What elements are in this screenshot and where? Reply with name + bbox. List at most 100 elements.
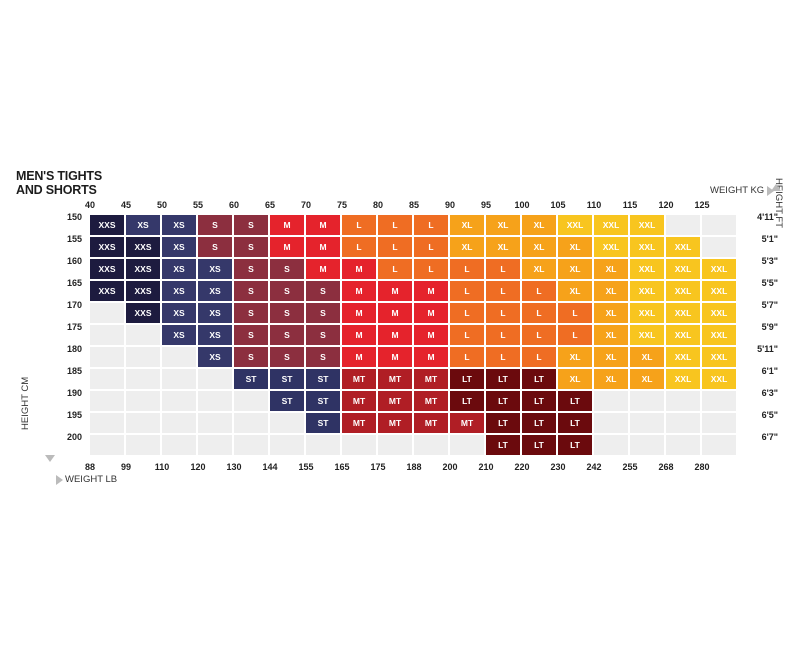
height-cm-tick: 180 [66,344,82,354]
height-ft-tick: 6'3" [761,388,778,398]
size-cell-xl: XL [594,325,628,345]
weight-kg-tick: 125 [694,200,710,210]
size-cell-xl: XL [558,347,592,367]
height-cm-tick: 165 [66,278,82,288]
chart-title-line-2: AND SHORTS [16,183,97,197]
size-cell-xl: XL [558,259,592,279]
size-cell-s: S [306,347,340,367]
size-cell-xxl: XXL [630,281,664,301]
size-cell-lt: LT [522,435,556,455]
size-cell-l: L [522,281,556,301]
size-cell-s: S [270,347,304,367]
size-cell-st: ST [234,369,268,389]
height-cm-tick: 170 [66,300,82,310]
empty-cell [162,369,196,389]
size-cell-s: S [234,259,268,279]
size-cell-m: M [378,325,412,345]
size-cell-m: M [306,215,340,235]
size-cell-s: S [306,325,340,345]
size-cell-xl: XL [522,215,556,235]
size-cell-xxl: XXL [666,281,700,301]
weight-lb-tick: 99 [120,462,131,472]
height-cm-tick: 200 [66,432,82,442]
size-cell-l: L [450,303,484,323]
empty-cell [126,369,160,389]
height-cm-arrow-icon [45,455,55,462]
size-cell-xs: XS [126,215,160,235]
size-cell-lt: LT [522,391,556,411]
height-ft-tick: 5'5" [761,278,778,288]
height-cm-tick: 175 [66,322,82,332]
weight-kg-tick: 60 [228,200,239,210]
size-cell-l: L [450,325,484,345]
size-cell-l: L [486,325,520,345]
empty-cell [162,413,196,433]
size-cell-xxl: XXL [666,303,700,323]
weight-lb-tick: 220 [514,462,530,472]
chart-title-line-1: MEN'S TIGHTS [16,169,102,183]
size-cell-l: L [450,259,484,279]
weight-kg-tick: 55 [192,200,203,210]
weight-lb-tick: 268 [658,462,674,472]
size-cell-l: L [450,281,484,301]
size-cell-l: L [450,347,484,367]
empty-cell [126,413,160,433]
size-cell-xs: XS [198,347,232,367]
size-cell-xxs: XXS [126,259,160,279]
weight-kg-tick: 70 [300,200,311,210]
size-cell-l: L [486,347,520,367]
empty-cell [666,435,700,455]
size-cell-xl: XL [522,237,556,257]
size-cell-s: S [234,347,268,367]
empty-cell [666,215,700,235]
size-cell-mt: MT [414,413,448,433]
size-cell-lt: LT [450,391,484,411]
height-ft-tick: 5'7" [761,300,778,310]
size-cell-xxl: XXL [594,215,628,235]
size-cell-xs: XS [162,259,196,279]
size-cell-xxl: XXL [666,259,700,279]
empty-cell [234,413,268,433]
size-cell-s: S [270,303,304,323]
size-cell-m: M [378,281,412,301]
size-cell-mt: MT [378,369,412,389]
size-cell-mt: MT [342,391,376,411]
empty-cell [450,435,484,455]
weight-lb-tick: 230 [550,462,566,472]
size-cell-l: L [414,259,448,279]
size-cell-mt: MT [450,413,484,433]
size-cell-xxl: XXL [702,259,736,279]
size-cell-s: S [198,215,232,235]
empty-cell [162,435,196,455]
size-cell-xxl: XXL [702,325,736,345]
empty-cell [594,413,628,433]
size-cell-xs: XS [162,215,196,235]
size-cell-xxs: XXS [90,259,124,279]
empty-cell [702,435,736,455]
size-cell-xl: XL [522,259,556,279]
size-cell-m: M [378,303,412,323]
size-cell-xs: XS [198,303,232,323]
weight-kg-tick: 110 [586,200,602,210]
size-cell-l: L [558,325,592,345]
weight-lb-arrow-icon [56,475,63,485]
empty-cell [594,435,628,455]
weight-kg-tick: 90 [444,200,455,210]
empty-cell [702,215,736,235]
empty-cell [234,391,268,411]
size-cell-xl: XL [450,215,484,235]
weight-kg-arrow-icon [767,186,774,196]
height-cm-tick: 160 [66,256,82,266]
size-cell-m: M [342,259,376,279]
height-cm-tick: 190 [66,388,82,398]
size-cell-xs: XS [162,303,196,323]
size-cell-m: M [342,347,376,367]
size-cell-xxl: XXL [630,259,664,279]
size-cell-l: L [378,237,412,257]
weight-kg-tick: 85 [408,200,419,210]
size-cell-l: L [486,259,520,279]
size-cell-st: ST [306,369,340,389]
size-cell-s: S [270,259,304,279]
size-cell-m: M [270,237,304,257]
weight-kg-tick: 100 [514,200,530,210]
